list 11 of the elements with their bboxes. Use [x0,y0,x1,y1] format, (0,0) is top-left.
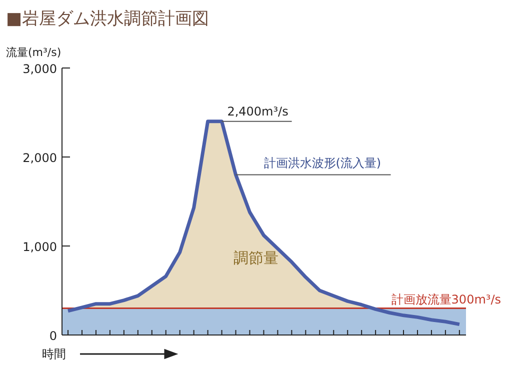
annotation: 調節量 [233,248,278,267]
y-tick-label: 0 [49,329,57,343]
ref-line-label: 計画放流量300m³/s [391,292,501,306]
y-axis-title: 流量(m³/s) [6,46,62,59]
chart-title: ■岩屋ダム洪水調節計画図 [6,9,210,29]
y-tick-label: 2,000 [22,151,57,165]
text: 計画洪水波形(流入量) [264,156,382,170]
y-tick-label: 3,000 [22,62,57,76]
x-axis-title: 時間 [42,347,66,361]
y-tick-label: 1,000 [22,240,57,254]
annotation: 2,400m³/s [227,104,288,118]
